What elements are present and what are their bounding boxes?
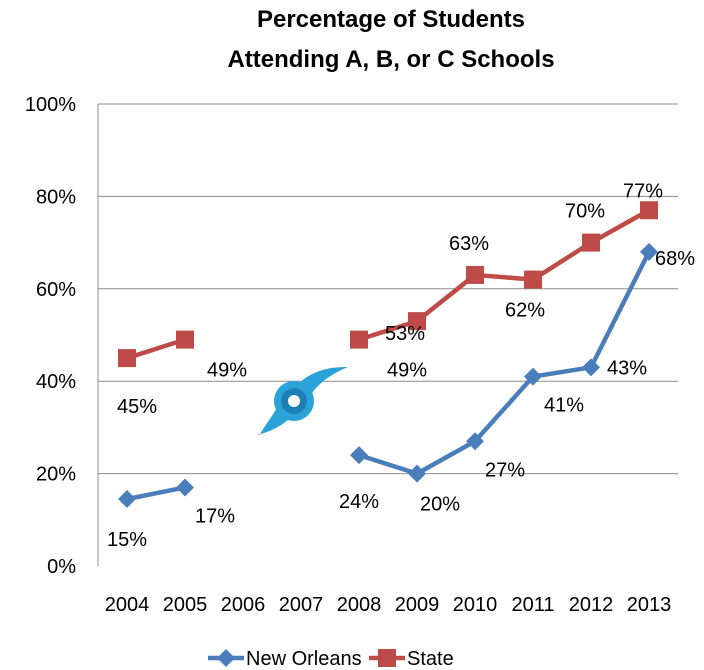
legend-swatch-marker [378,649,396,667]
x-tick-label: 2006 [221,594,266,616]
point-state-2012 [582,233,600,252]
chart-title-line-1: Percentage of Students [257,6,525,33]
point-new-orleans-2005 [176,478,194,497]
data-label-state-2004: 45% [117,396,157,418]
hurricane-icon [257,367,348,435]
point-new-orleans-2013 [640,242,658,261]
data-label-state-2010: 63% [449,233,489,255]
data-label-new-orleans-2011: 41% [544,395,584,417]
y-tick-label: 60% [36,279,76,301]
data-label-new-orleans-2013: 68% [655,248,695,270]
point-state-2011 [524,270,542,289]
x-tick-label: 2012 [569,594,614,616]
x-tick-label: 2004 [105,594,150,616]
x-tick-label: 2008 [337,594,382,616]
point-new-orleans-2008 [350,446,368,465]
series-line-state [126,337,186,361]
x-tick-label: 2005 [163,594,208,616]
gridlines [98,103,678,475]
point-state-2008 [350,330,368,349]
data-label-new-orleans-2008: 24% [339,491,379,513]
point-new-orleans-2009 [408,464,426,483]
data-label-state-2008: 49% [387,360,427,382]
legend-item-new-orleans: New Orleans [208,648,362,670]
series-layer [118,201,658,509]
data-label-state-2012: 70% [565,201,605,223]
data-label-state-2013: 77% [623,180,663,202]
data-label-state-2011: 62% [505,300,545,322]
x-tick-label: 2010 [453,594,498,616]
legend: New Orleans State [208,648,454,670]
x-tick-label: 2011 [511,594,554,616]
data-label-new-orleans-2010: 27% [485,459,525,481]
series-line-new-orleans [358,250,652,476]
point-state-2004 [118,349,136,368]
x-tick-labels: 2004 2005 2006 2007 2008 2009 2010 2011 2012 2013 [105,594,672,616]
series-state [118,201,658,368]
point-state-2005 [176,330,194,349]
point-state-2010 [466,265,484,284]
legend-label: New Orleans [246,648,362,670]
data-label-new-orleans-2009: 20% [420,494,460,516]
y-tick-label: 0% [47,556,76,578]
data-label-state-2005: 49% [207,360,247,382]
y-tick-labels: 0% 20% 40% 60% 80% 100% [25,94,76,578]
legend-swatch-marker [217,649,235,667]
point-new-orleans-2012 [582,358,600,377]
legend-label: State [407,648,454,670]
y-tick-label: 20% [36,464,76,486]
y-tick-label: 40% [36,371,76,393]
legend-item-state: State [369,648,454,670]
series-line-new-orleans [126,485,186,502]
data-label-new-orleans-2005: 17% [195,505,235,527]
x-tick-label: 2013 [627,594,672,616]
x-tick-label: 2007 [279,594,324,616]
point-state-2013 [640,201,658,220]
point-new-orleans-2010 [466,432,484,451]
data-labels: 15% 17% 24% 20% 27% 41% 43% 68% 45% 49% 49% 53% 63% 6… [107,180,695,551]
point-new-orleans-2011 [524,367,542,386]
x-tick-label: 2009 [395,594,440,616]
series-line-state [358,208,651,342]
data-label-new-orleans-2012: 43% [607,357,647,379]
y-tick-label: 100% [25,94,76,116]
y-tick-label: 80% [36,186,76,208]
series-new-orleans [118,242,658,509]
point-new-orleans-2004 [118,490,136,509]
data-label-state-2009: 53% [385,323,425,345]
data-label-new-orleans-2004: 15% [107,529,147,551]
point-state-2009 [408,312,426,331]
chart-title-line-2: Attending A, B, or C Schools [227,46,554,73]
